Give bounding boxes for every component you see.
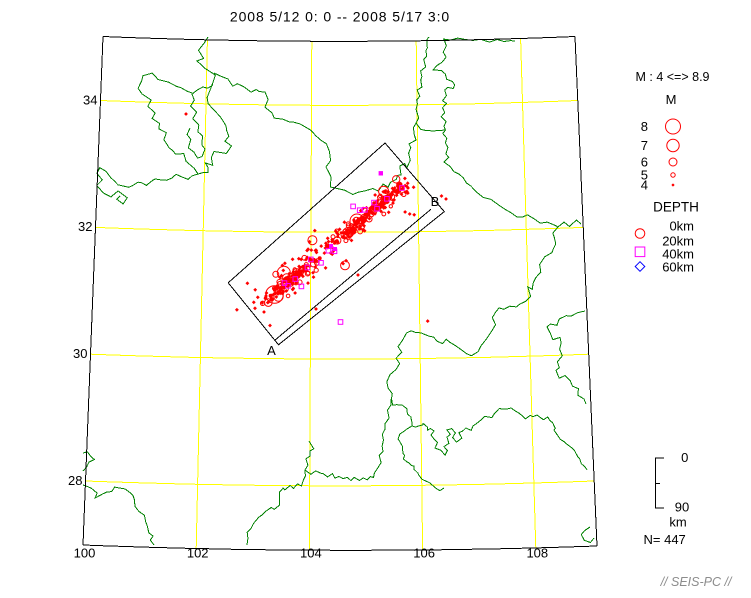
svg-text:100: 100 xyxy=(74,546,96,561)
svg-text:34: 34 xyxy=(83,92,97,107)
svg-text:km: km xyxy=(669,515,686,530)
svg-text:5: 5 xyxy=(641,168,648,183)
svg-text:M : 4 <=> 8.9: M : 4 <=> 8.9 xyxy=(635,70,709,84)
svg-text:104: 104 xyxy=(300,546,322,561)
svg-text:28: 28 xyxy=(68,473,82,488)
svg-text:2008 5/12 0: 0 -- 2008 5/17 3:: 2008 5/12 0: 0 -- 2008 5/17 3:0 xyxy=(230,9,450,25)
svg-text:// SEIS-PC //: // SEIS-PC // xyxy=(660,575,733,589)
svg-text:106: 106 xyxy=(413,546,435,561)
svg-text:40km: 40km xyxy=(662,247,694,262)
svg-text:102: 102 xyxy=(187,546,209,561)
svg-text:20km: 20km xyxy=(662,234,694,249)
svg-text:30: 30 xyxy=(73,346,87,361)
svg-text:7: 7 xyxy=(641,138,648,153)
svg-text:0: 0 xyxy=(681,450,688,465)
svg-text:A: A xyxy=(267,343,276,358)
svg-text:108: 108 xyxy=(526,546,548,561)
svg-text:DEPTH: DEPTH xyxy=(653,200,699,215)
svg-text:4: 4 xyxy=(641,178,648,193)
svg-text:0km: 0km xyxy=(669,219,694,234)
svg-text:M: M xyxy=(666,92,677,107)
svg-text:6: 6 xyxy=(641,155,648,170)
svg-text:8: 8 xyxy=(641,119,648,134)
svg-text:N= 447: N= 447 xyxy=(644,532,686,547)
svg-text:60km: 60km xyxy=(662,260,694,275)
svg-text:32: 32 xyxy=(78,219,92,234)
svg-text:90: 90 xyxy=(675,500,689,515)
svg-text:B: B xyxy=(431,194,440,209)
